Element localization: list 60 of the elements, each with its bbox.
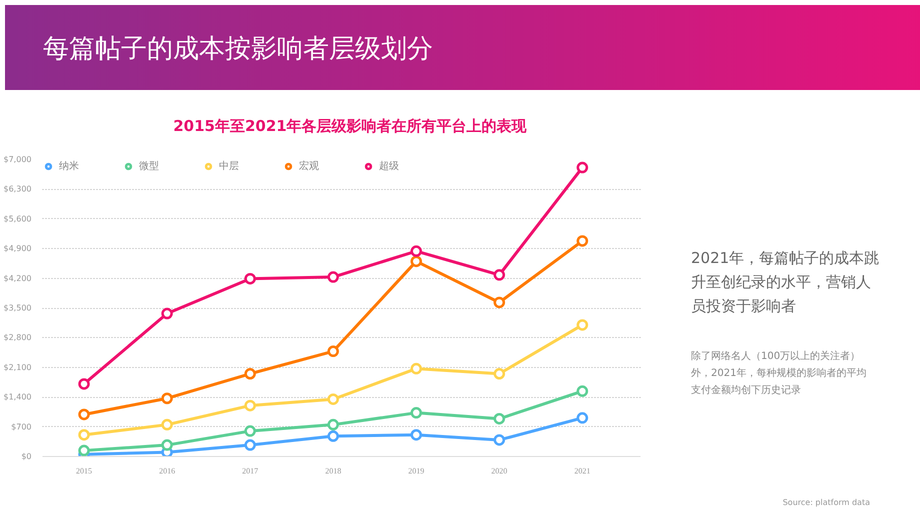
point [244,368,256,380]
point [327,393,339,405]
source-note: Source: platform data [782,497,870,508]
point [576,235,588,247]
point [410,429,422,441]
point [244,439,256,451]
point [244,272,256,284]
y-tick-label: $6,300 [4,184,32,194]
y-tick-label: $1,400 [4,392,32,402]
x-tick-label: 2015 [76,466,92,476]
x-tick-label: 2021 [574,466,590,476]
point [576,385,588,397]
y-tick-label: $0 [21,452,32,461]
x-tick-label: 2016 [159,466,176,476]
point [576,412,588,424]
point [494,434,506,446]
point [78,408,90,420]
point [78,378,90,390]
legend-label: 微型 [139,160,160,173]
point [576,319,588,331]
x-tick-label: 2019 [408,466,424,476]
x-tick-label: 2020 [491,466,508,476]
point [410,256,422,268]
legend-label: 纳米 [59,160,80,173]
text: 除了网络名人（100万以上的关注者）外，2021年，每种规模的影响者的平均支付金额均创下历史记录 [691,350,868,398]
point [494,269,506,281]
point [244,425,256,437]
y-tick-label: $3,500 [4,304,32,312]
y-tick-label: $700 [11,422,32,432]
point [161,392,173,404]
legend-label: 中层 [219,160,240,173]
point [161,418,173,430]
point [78,429,90,441]
y-tick-label: $4,200 [4,274,32,283]
y-tick-label: $2,800 [4,333,32,342]
text: 每篇帖子的成本按影响者层级划分 [43,33,433,66]
point [410,245,422,257]
y-tick-label: $2,100 [4,362,32,372]
point [410,407,422,419]
point [576,162,588,174]
point [327,271,339,283]
y-tick-label: $7,000 [4,155,32,164]
point [410,362,422,374]
y-tick-label: $5,600 [4,214,32,224]
legend-label: 宏观 [299,160,320,173]
point [494,412,506,424]
point [494,368,506,380]
chart-title: 2015年至2021年各层级影响者在所有平台上的表现 [173,116,527,137]
point [161,308,173,320]
point [494,296,506,308]
x-tick-label: 2018 [325,466,342,476]
y-tick-label: $4,900 [4,244,32,254]
point [161,439,173,451]
point [327,418,339,430]
x-tick-label: 2017 [242,466,258,476]
point [327,346,339,358]
point [244,400,256,412]
legend-label: 超级 [379,160,400,173]
point [327,430,339,442]
text: 2021年，每篇帖子的成本跳升至创纪录的水平，营销人员投资于影响者 [691,248,880,317]
